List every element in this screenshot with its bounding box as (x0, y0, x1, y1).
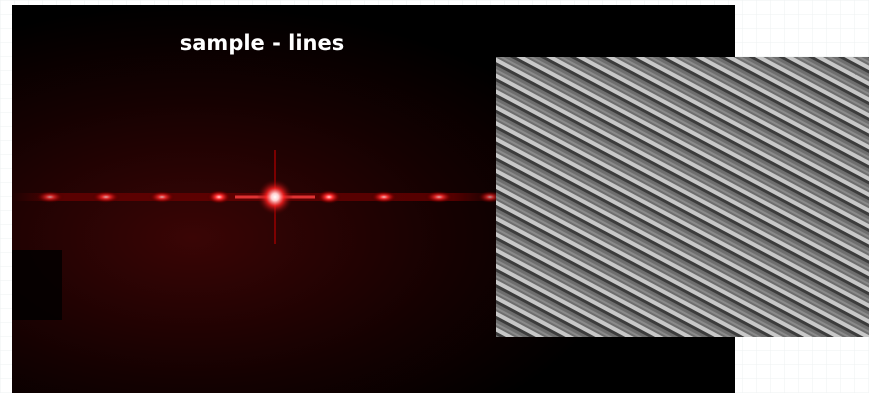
page: sample - lines (() => { const data = JSO… (0, 0, 869, 393)
slide-title: sample - lines (180, 31, 344, 55)
shadow (12, 250, 62, 320)
line-sample-image (496, 57, 869, 337)
slide: sample - lines (0, 0, 869, 393)
